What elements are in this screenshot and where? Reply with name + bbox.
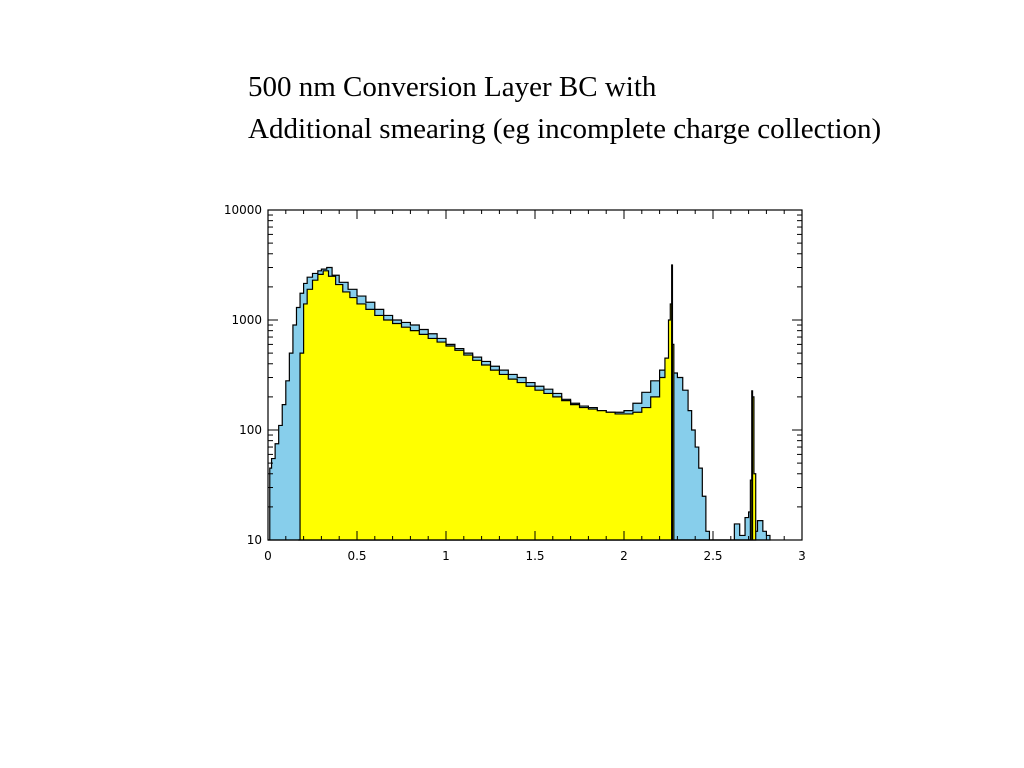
y-tick-label: 1000 bbox=[231, 313, 262, 327]
y-tick-label: 100 bbox=[239, 423, 262, 437]
x-tick-label: 1.5 bbox=[525, 549, 544, 563]
y-tick-label: 10 bbox=[247, 533, 262, 547]
x-tick-label: 2 bbox=[620, 549, 628, 563]
slide-title: 500 nm Conversion Layer BC with Addition… bbox=[248, 66, 881, 150]
histogram-chart: 0 0.5 1 1.5 2 2.5 3 10 100 1000 10000 bbox=[224, 203, 806, 563]
x-tick-label: 0 bbox=[264, 549, 272, 563]
series-1-area bbox=[298, 270, 757, 541]
y-tick-label: 10000 bbox=[224, 203, 262, 217]
slide-title-line-1: 500 nm Conversion Layer BC with bbox=[248, 71, 657, 103]
slide-title-line-2: Additional smearing (eg incomplete charg… bbox=[248, 113, 882, 145]
plot-series-group bbox=[268, 264, 771, 541]
x-tick-label: 0.5 bbox=[347, 549, 366, 563]
x-tick-label: 2.5 bbox=[703, 549, 722, 563]
tick-labels-group: 0 0.5 1 1.5 2 2.5 3 10 100 1000 10000 bbox=[224, 203, 806, 563]
x-tick-label: 1 bbox=[442, 549, 450, 563]
plot-frame-group bbox=[267, 209, 803, 541]
x-tick-label: 3 bbox=[798, 549, 806, 563]
